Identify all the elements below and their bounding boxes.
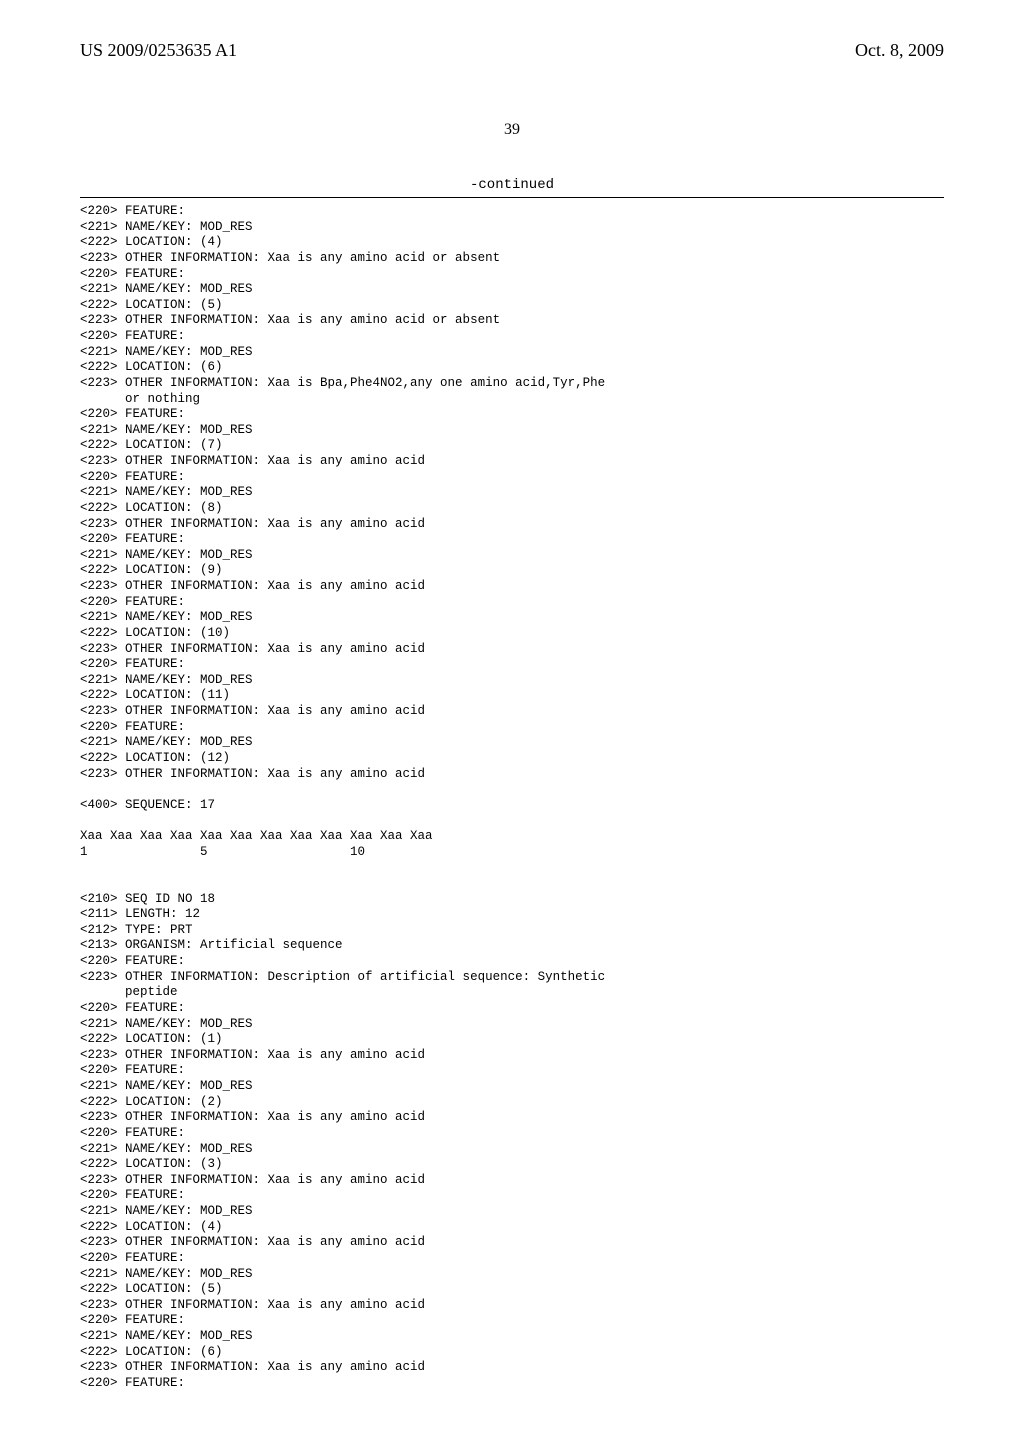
separator-line: [80, 197, 944, 198]
patent-date: Oct. 8, 2009: [855, 40, 944, 61]
sequence-listing: <220> FEATURE: <221> NAME/KEY: MOD_RES <…: [80, 204, 944, 1392]
patent-id: US 2009/0253635 A1: [80, 40, 237, 61]
page-container: US 2009/0253635 A1 Oct. 8, 2009 39 -cont…: [0, 0, 1024, 1452]
continued-label: -continued: [80, 177, 944, 193]
page-header: US 2009/0253635 A1 Oct. 8, 2009: [80, 40, 944, 61]
page-number: 39: [80, 121, 944, 139]
